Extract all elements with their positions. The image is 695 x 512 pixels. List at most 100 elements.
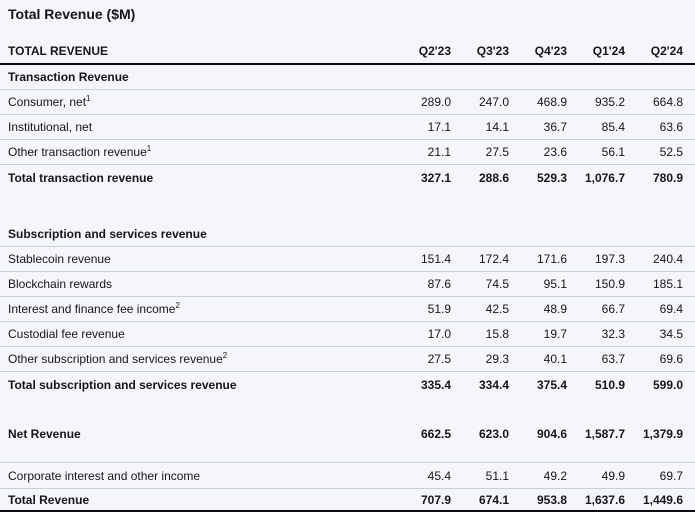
- cell-institutional-net-q1-24: 85.4: [601, 120, 625, 134]
- table-row-total-subscription-and-services-revenue: Total subscription and services revenue 3…: [0, 372, 695, 397]
- cell-other-subscription-and-services-revenue-q3-23: 29.3: [485, 352, 509, 366]
- cell-institutional-net-q4-23: 36.7: [543, 120, 567, 134]
- cell-net-revenue-q3-23: 623.0: [478, 426, 509, 441]
- cell-blockchain-rewards-q2-23: 87.6: [427, 277, 451, 291]
- cell-other-transaction-revenue-q1-24: 56.1: [601, 145, 625, 159]
- row-label: Total Revenue: [8, 492, 90, 507]
- footnote-marker: 1: [86, 94, 91, 103]
- row-label: Institutional, net: [8, 120, 93, 134]
- row-label: Stablecoin revenue: [8, 252, 111, 266]
- row-label: Other subscription and services revenue2: [8, 351, 228, 367]
- table-row-net-revenue: Net Revenue 662.5 623.0 904.6 1,587.7 1,379.9: [0, 421, 695, 446]
- cell-other-transaction-revenue-q3-23: 27.5: [485, 145, 509, 159]
- cell-other-transaction-revenue-q2-24: 52.5: [659, 145, 683, 159]
- cell-other-subscription-and-services-revenue-q1-24: 63.7: [601, 352, 625, 366]
- cell-consumer-net-q2-23: 289.0: [420, 95, 451, 109]
- cell-other-subscription-and-services-revenue-q2-24: 69.6: [659, 352, 683, 366]
- cell-other-subscription-and-services-revenue-q4-23: 40.1: [543, 352, 567, 366]
- cell-total-transaction-revenue-q2-24: 780.9: [652, 170, 683, 185]
- cell-custodial-fee-revenue-q4-23: 19.7: [543, 327, 567, 341]
- cell-total-transaction-revenue-q2-23: 327.1: [420, 170, 451, 185]
- cell-net-revenue-q2-24: 1,379.9: [642, 426, 683, 441]
- table-row-subscription-and-services-revenue: Subscription and services revenue: [0, 222, 695, 247]
- cell-total-subscription-and-services-revenue-q2-23: 335.4: [420, 377, 451, 392]
- cell-other-transaction-revenue-q4-23: 23.6: [543, 145, 567, 159]
- section-spacer: [0, 446, 695, 463]
- cell-other-transaction-revenue-q2-23: 21.1: [427, 145, 451, 159]
- table-row-other-transaction-revenue: Other transaction revenue1 21.1 27.5 23.6 56…: [0, 140, 695, 165]
- footnote-marker: 1: [146, 144, 152, 153]
- cell-consumer-net-q1-24: 935.2: [594, 95, 625, 109]
- table-body: Transaction Revenue Consumer, net1 289.0 24…: [0, 65, 695, 512]
- column-header-q3-23: Q3'23: [476, 43, 509, 58]
- cell-custodial-fee-revenue-q2-23: 17.0: [427, 327, 451, 341]
- row-label: Net Revenue: [8, 426, 81, 441]
- cell-institutional-net-q2-23: 17.1: [427, 120, 451, 134]
- cell-net-revenue-q1-24: 1,587.7: [584, 426, 625, 441]
- cell-total-revenue-q3-23: 674.1: [478, 492, 509, 507]
- row-label: Blockchain rewards: [8, 277, 113, 291]
- cell-total-transaction-revenue-q1-24: 1,076.7: [584, 170, 625, 185]
- cell-total-subscription-and-services-revenue-q2-24: 599.0: [652, 377, 683, 392]
- cell-total-revenue-q4-23: 953.8: [536, 492, 567, 507]
- cell-interest-and-finance-fee-income-q2-24: 69.4: [659, 302, 683, 316]
- cell-other-subscription-and-services-revenue-q2-23: 27.5: [427, 352, 451, 366]
- cell-total-transaction-revenue-q3-23: 288.6: [478, 170, 509, 185]
- cell-stablecoin-revenue-q1-24: 197.3: [594, 252, 625, 266]
- cell-interest-and-finance-fee-income-q3-23: 42.5: [485, 302, 509, 316]
- table-row-blockchain-rewards: Blockchain rewards 87.6 74.5 95.1 150.9 185.1: [0, 272, 695, 297]
- cell-net-revenue-q4-23: 904.6: [536, 426, 567, 441]
- table-row-transaction-revenue: Transaction Revenue: [0, 65, 695, 90]
- cell-blockchain-rewards-q4-23: 95.1: [543, 277, 567, 291]
- footnote-marker: 2: [175, 301, 180, 310]
- table-row-stablecoin-revenue: Stablecoin revenue 151.4 172.4 171.6 197.3 24…: [0, 247, 695, 272]
- cell-custodial-fee-revenue-q3-23: 15.8: [485, 327, 509, 341]
- cell-corporate-interest-and-other-income-q1-24: 49.9: [601, 468, 625, 483]
- cell-institutional-net-q3-23: 14.1: [485, 120, 509, 134]
- table-header-row: TOTAL REVENUE Q2'23 Q3'23 Q4'23 Q1'24 Q2'24: [0, 38, 695, 65]
- cell-institutional-net-q2-24: 63.6: [659, 120, 683, 134]
- row-label: Transaction Revenue: [8, 70, 129, 84]
- table-row-institutional-net: Institutional, net 17.1 14.1 36.7 85.4 63.6: [0, 115, 695, 140]
- cell-blockchain-rewards-q1-24: 150.9: [594, 277, 625, 291]
- row-label: Subscription and services revenue: [8, 227, 207, 241]
- cell-stablecoin-revenue-q2-24: 240.4: [652, 252, 683, 266]
- cell-corporate-interest-and-other-income-q3-23: 51.1: [485, 468, 509, 483]
- row-label: Consumer, net1: [8, 94, 91, 110]
- table-row-interest-and-finance-fee-income: Interest and finance fee income2 51.9 42.5…: [0, 297, 695, 322]
- column-header-q4-23: Q4'23: [534, 43, 567, 58]
- table-row-custodial-fee-revenue: Custodial fee revenue 17.0 15.8 19.7 32.3 34.…: [0, 322, 695, 347]
- row-label: Corporate interest and other income: [8, 468, 201, 483]
- row-label: Total subscription and services revenue: [8, 377, 237, 392]
- table-row-corporate-interest-and-other-income: Corporate interest and other income 45.4 5…: [0, 463, 695, 489]
- cell-total-subscription-and-services-revenue-q4-23: 375.4: [536, 377, 567, 392]
- cell-blockchain-rewards-q3-23: 74.5: [485, 277, 509, 291]
- cell-interest-and-finance-fee-income-q4-23: 48.9: [543, 302, 567, 316]
- cell-total-revenue-q2-24: 1,449.6: [642, 492, 683, 507]
- cell-net-revenue-q2-23: 662.5: [420, 426, 451, 441]
- cell-custodial-fee-revenue-q1-24: 32.3: [601, 327, 625, 341]
- row-label: Other transaction revenue1: [8, 144, 152, 160]
- cell-corporate-interest-and-other-income-q2-23: 45.4: [427, 468, 451, 483]
- cell-stablecoin-revenue-q3-23: 172.4: [478, 252, 509, 266]
- row-label: Total transaction revenue: [8, 170, 154, 185]
- cell-interest-and-finance-fee-income-q1-24: 66.7: [601, 302, 625, 316]
- cell-total-revenue-q2-23: 707.9: [420, 492, 451, 507]
- column-header-q2-24: Q2'24: [650, 43, 683, 58]
- cell-stablecoin-revenue-q2-23: 151.4: [420, 252, 451, 266]
- table-row-total-transaction-revenue: Total transaction revenue 327.1 288.6 529.3…: [0, 165, 695, 190]
- cell-consumer-net-q2-24: 664.8: [652, 95, 683, 109]
- cell-stablecoin-revenue-q4-23: 171.6: [536, 252, 567, 266]
- table-header-label: TOTAL REVENUE: [8, 43, 109, 58]
- cell-total-subscription-and-services-revenue-q3-23: 334.4: [478, 377, 509, 392]
- cell-blockchain-rewards-q2-24: 185.1: [652, 277, 683, 291]
- column-header-q1-24: Q1'24: [592, 43, 625, 58]
- cell-total-subscription-and-services-revenue-q1-24: 510.9: [594, 377, 625, 392]
- row-label: Interest and finance fee income2: [8, 301, 180, 317]
- cell-interest-and-finance-fee-income-q2-23: 51.9: [427, 302, 451, 316]
- section-spacer: [0, 190, 695, 222]
- column-header-q2-23: Q2'23: [418, 43, 451, 58]
- footnote-marker: 2: [222, 351, 228, 360]
- cell-corporate-interest-and-other-income-q4-23: 49.2: [543, 468, 567, 483]
